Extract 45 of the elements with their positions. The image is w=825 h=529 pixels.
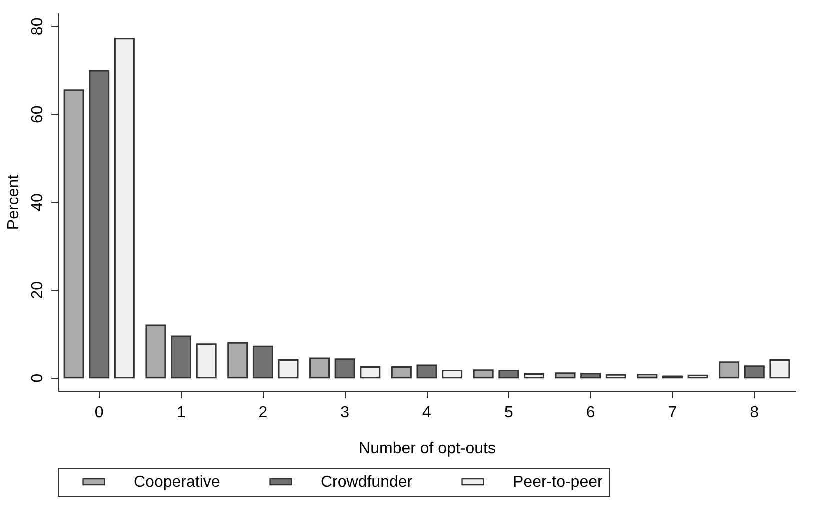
bar xyxy=(310,358,330,379)
bar xyxy=(64,90,84,379)
bar xyxy=(146,324,166,379)
bar xyxy=(442,370,463,379)
bar xyxy=(228,342,248,379)
x-tick-label: 8 xyxy=(750,404,760,422)
x-tick-label: 6 xyxy=(586,404,596,422)
bar xyxy=(252,346,274,379)
bar xyxy=(196,344,217,379)
y-tick-label: 0 xyxy=(30,374,46,383)
bar xyxy=(278,359,299,379)
legend-label: Cooperative xyxy=(134,474,220,491)
bar xyxy=(744,366,765,379)
bar xyxy=(637,374,658,379)
bar xyxy=(360,366,381,379)
legend-label: Peer-to-peer xyxy=(513,474,604,491)
y-tick-label: 40 xyxy=(30,194,46,212)
x-tick-label: 5 xyxy=(504,404,514,422)
x-tick-label: 3 xyxy=(340,404,350,422)
bar xyxy=(580,373,602,379)
bar xyxy=(498,370,520,379)
bar xyxy=(473,370,494,379)
bar xyxy=(555,372,576,379)
bar xyxy=(688,374,708,379)
y-tick-label: 20 xyxy=(30,281,46,300)
bar xyxy=(114,38,135,379)
x-tick-label: 4 xyxy=(422,404,432,422)
bar xyxy=(171,336,192,379)
x-tick-label: 2 xyxy=(258,404,268,422)
x-tick-label: 7 xyxy=(668,404,678,422)
x-tick-label: 1 xyxy=(176,404,186,422)
bar xyxy=(334,358,356,379)
bar xyxy=(391,366,412,379)
bar xyxy=(606,374,626,379)
bar xyxy=(416,364,438,379)
y-tick-label: 60 xyxy=(30,106,46,124)
bar xyxy=(770,359,790,379)
bar xyxy=(89,70,110,379)
y-tick-label: 80 xyxy=(30,18,46,36)
x-axis-title: Number of opt-outs xyxy=(359,440,496,458)
x-tick-label: 0 xyxy=(94,404,104,422)
legend-label: Crowdfunder xyxy=(321,474,414,491)
bar xyxy=(719,362,740,379)
y-axis-title: Percent xyxy=(6,174,22,230)
bar xyxy=(524,374,544,379)
